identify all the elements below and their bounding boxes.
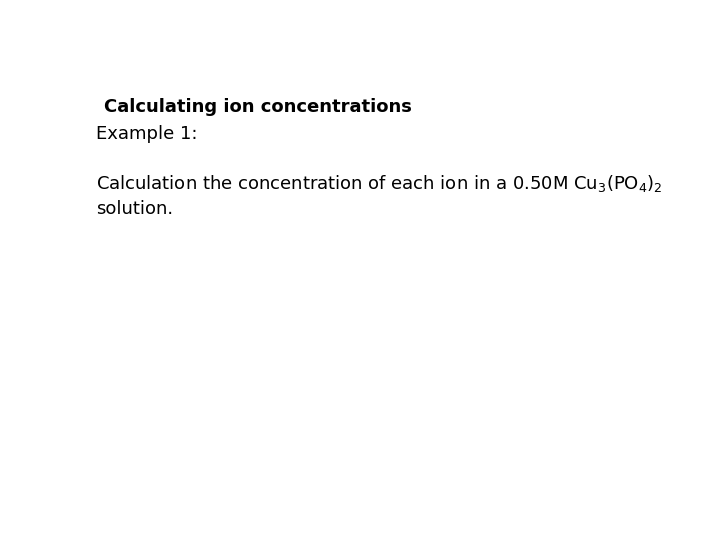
Text: solution.: solution. [96,200,173,218]
Text: Example 1:: Example 1: [96,125,197,143]
Text: Calculation the concentration of each ion in a 0.50M Cu$_3$(PO$_4$)$_2$: Calculation the concentration of each io… [96,173,662,194]
Text: Calculating ion concentrations: Calculating ion concentrations [104,98,412,116]
